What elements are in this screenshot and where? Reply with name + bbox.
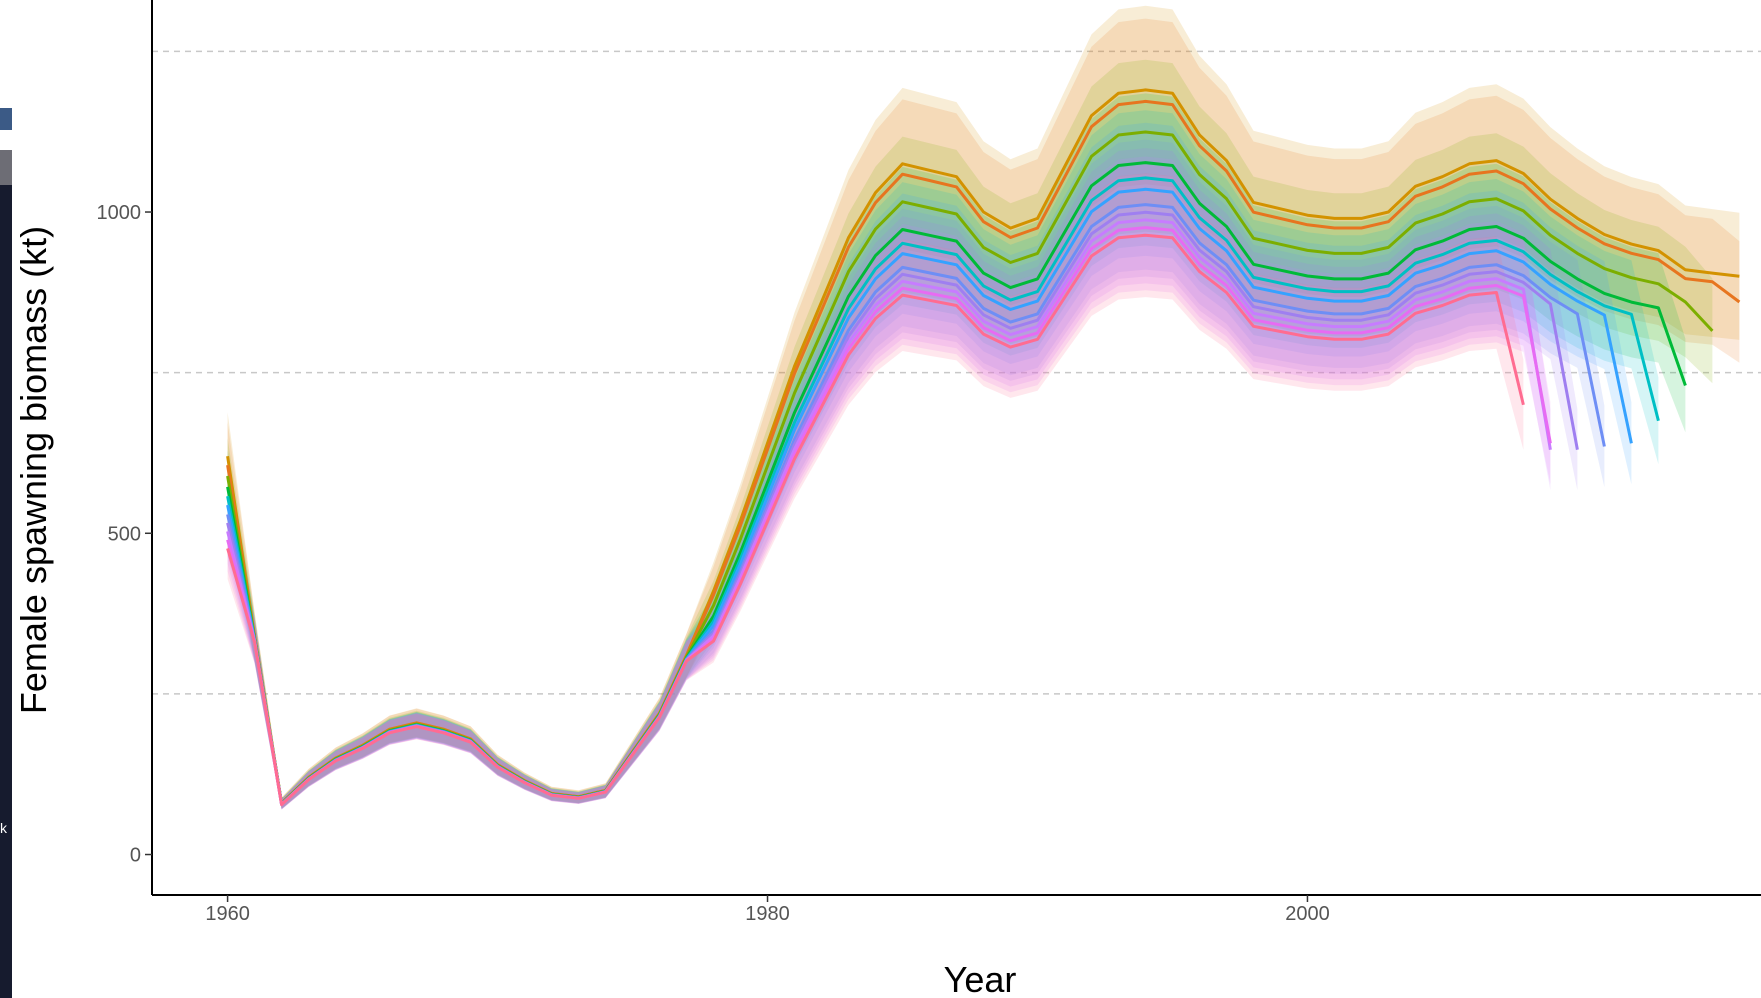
- band-series-3: [227, 59, 1713, 809]
- series-lines: [226, 88, 1741, 807]
- x-axis-title: Year: [944, 959, 1017, 998]
- x-tick-label-1960: 1960: [205, 903, 250, 925]
- x-tick-label-1980: 1980: [745, 903, 790, 925]
- side-label: k: [0, 820, 7, 836]
- side-grey-tab: [0, 150, 12, 185]
- band-series-4: [227, 93, 1686, 809]
- band-series-6: [227, 122, 1632, 810]
- line-series-11: [226, 233, 1525, 807]
- band-series-8: [227, 148, 1578, 810]
- side-accent-tab: [0, 108, 12, 130]
- x-tick-label-2000: 2000: [1285, 903, 1330, 925]
- confidence-bands: [227, 5, 1740, 810]
- y-tick-label-500: 500: [108, 523, 141, 545]
- y-tick-label-0: 0: [130, 845, 141, 867]
- band-series-5: [227, 110, 1659, 810]
- band-series-2: [227, 18, 1740, 809]
- y-axis-title: Female spawning biomass (kt): [13, 226, 54, 714]
- grid-lines: [152, 50, 1761, 695]
- axes: [145, 0, 1761, 902]
- y-tick-label-1000: 1000: [97, 202, 142, 224]
- tick-labels: 1960 1980 2000 0 500 1000: [97, 202, 1330, 925]
- band-series-9: [227, 156, 1551, 810]
- side-dark-panel: [0, 185, 12, 998]
- band-series-1: [227, 5, 1740, 809]
- band-series-10: [227, 164, 1551, 810]
